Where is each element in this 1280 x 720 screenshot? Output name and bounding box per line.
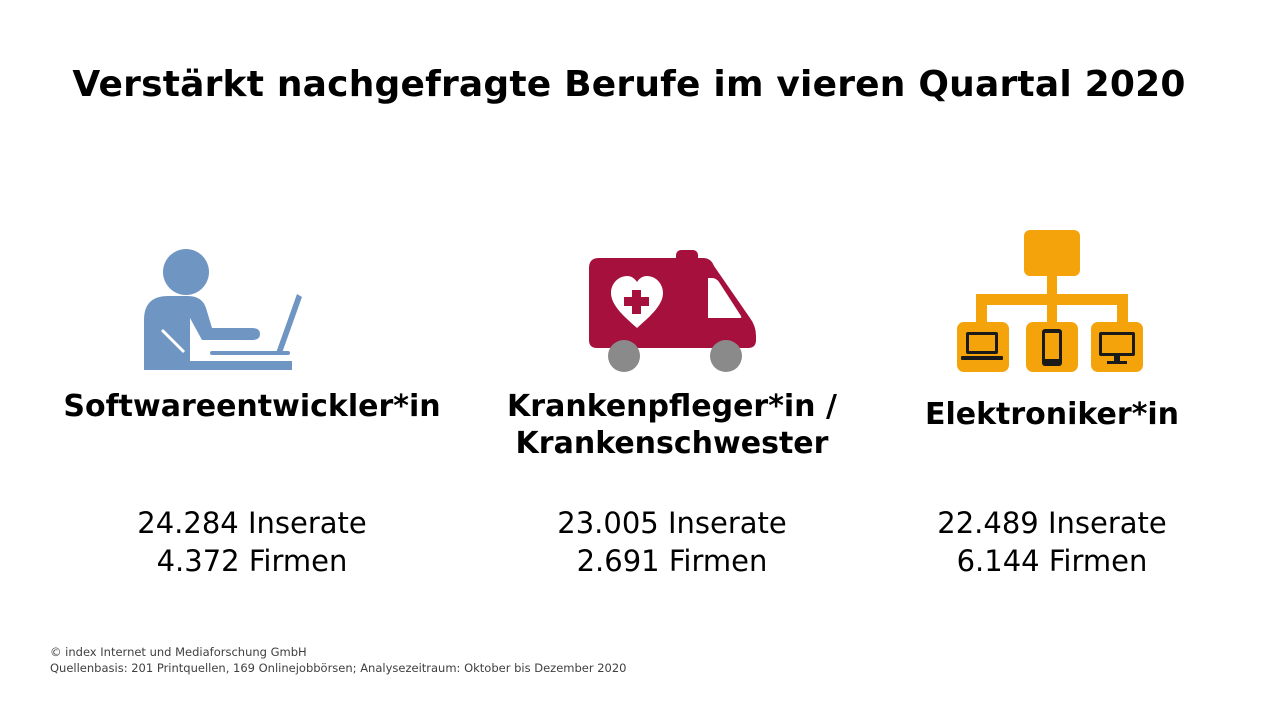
profession-name: Softwareentwickler*in: [63, 389, 441, 424]
ads-count: 22.489 Inserate: [937, 506, 1167, 540]
copyright-note: © index Internet und Mediaforschung GmbH: [50, 645, 307, 659]
profession-name: Elektroniker*in: [924, 397, 1180, 432]
profession-name: Krankenschwester: [515, 426, 829, 461]
firms-count: 2.691 Firmen: [576, 544, 768, 578]
page-title: Verstärkt nachgefragte Berufe im vieren …: [72, 64, 1186, 105]
firms-count: 4.372 Firmen: [156, 544, 348, 578]
device-network-icon: [957, 230, 1143, 372]
ads-count: 24.284 Inserate: [137, 506, 367, 540]
ads-count: 23.005 Inserate: [557, 506, 787, 540]
footer: © index Internet und Mediaforschung GmbH…: [50, 644, 627, 676]
person-laptop-icon: [144, 249, 302, 370]
profession-name: Krankenpfleger*in /: [507, 389, 837, 424]
ambulance-icon: [589, 250, 756, 372]
source-note: Quellenbasis: 201 Printquellen, 169 Onli…: [50, 661, 627, 675]
firms-count: 6.144 Firmen: [956, 544, 1148, 578]
